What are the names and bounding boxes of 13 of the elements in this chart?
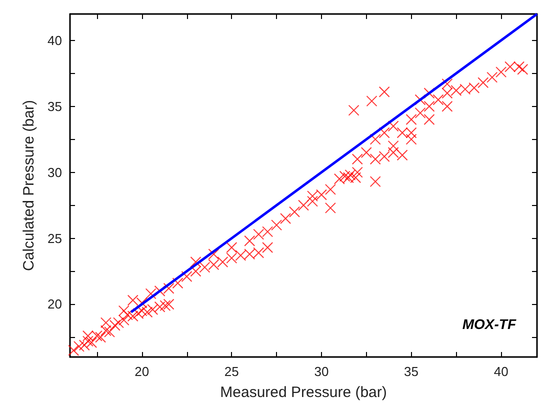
x-axis-title: Measured Pressure (bar) xyxy=(220,384,387,401)
x-tick-label: 40 xyxy=(494,364,508,379)
y-tick-label: 30 xyxy=(48,164,62,180)
y-tick-label: 35 xyxy=(48,98,62,114)
x-tick-label: 35 xyxy=(404,364,419,379)
x-tick-label: 20 xyxy=(134,364,150,379)
annotation: MOX-TF xyxy=(462,316,516,332)
x-tick-label: 25 xyxy=(224,364,239,379)
y-tick-label: 40 xyxy=(48,32,62,48)
y-tick-label: 25 xyxy=(48,230,62,246)
y-tick-label: 20 xyxy=(48,296,62,312)
x-tick-label: 30 xyxy=(314,364,329,379)
y-axis-title: Calculated Pressure (bar) xyxy=(20,100,38,271)
